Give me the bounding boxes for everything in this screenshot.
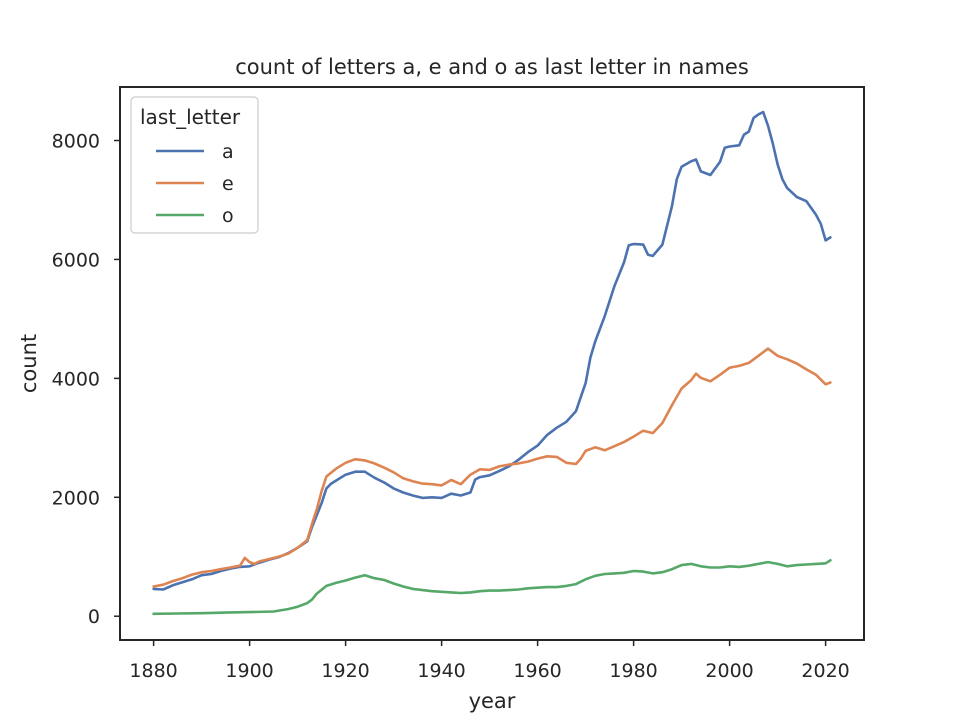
y-tick-label: 0 — [88, 606, 100, 628]
plot-frame — [119, 86, 865, 641]
x-axis: 1880 1900 1920 1940 1960 1980 2000 2020 — [129, 640, 850, 682]
x-tick-label: 2000 — [705, 660, 753, 682]
legend-box — [130, 96, 259, 234]
x-tick-label: 1900 — [225, 660, 273, 682]
legend-label-e: e — [222, 173, 234, 195]
y-tick-label: 4000 — [52, 368, 100, 390]
x-axis-label: year — [469, 689, 516, 713]
series-line-e — [152, 347, 832, 588]
y-tick-label: 8000 — [52, 131, 100, 153]
series-line-o — [152, 559, 832, 616]
x-tick-label: 1940 — [417, 660, 465, 682]
legend-title: last_letter — [140, 105, 241, 129]
chart-title: count of letters a, e and o as last lett… — [235, 55, 749, 79]
plot-area — [152, 110, 832, 616]
legend-label-o: o — [222, 205, 234, 227]
x-tick-label: 1960 — [513, 660, 561, 682]
legend: last_letter aeo — [130, 96, 259, 234]
x-tick-label: 1980 — [609, 660, 657, 682]
x-tick-label: 1920 — [321, 660, 369, 682]
y-tick-label: 2000 — [52, 487, 100, 509]
x-tick-label: 2020 — [801, 660, 849, 682]
x-tick-label: 1880 — [129, 660, 177, 682]
y-axis-label: count — [17, 334, 41, 393]
y-tick-label: 6000 — [52, 249, 100, 271]
legend-label-a: a — [222, 141, 234, 163]
y-axis: 0 2000 4000 6000 8000 — [52, 131, 120, 628]
